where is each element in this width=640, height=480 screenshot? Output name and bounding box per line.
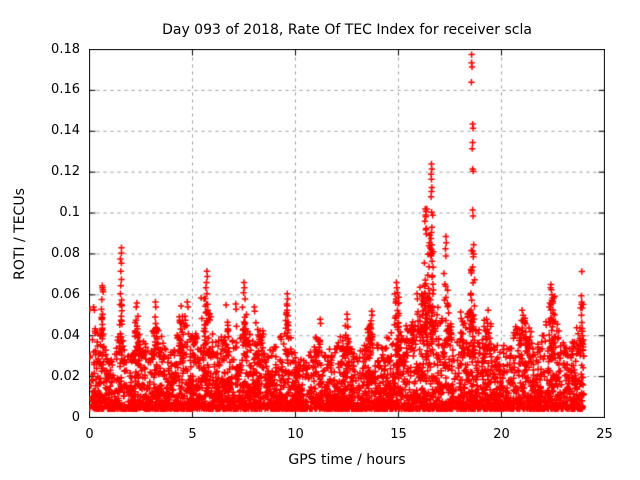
x-tick-label: 10 — [287, 427, 304, 442]
x-tick-label: 20 — [493, 427, 510, 442]
x-tick-label: 0 — [85, 427, 94, 442]
plot-canvas — [89, 49, 605, 418]
plot-area — [89, 49, 605, 418]
x-tick-label: 15 — [390, 427, 407, 442]
x-tick-label: 5 — [188, 427, 197, 442]
x-tick-label: 25 — [596, 427, 613, 442]
y-axis-label-container: ROTI / TECUs — [8, 49, 32, 418]
chart-title: Day 093 of 2018, Rate Of TEC Index for r… — [162, 22, 532, 38]
x-axis-label: GPS time / hours — [288, 452, 406, 468]
y-axis-label: ROTI / TECUs — [12, 187, 29, 280]
